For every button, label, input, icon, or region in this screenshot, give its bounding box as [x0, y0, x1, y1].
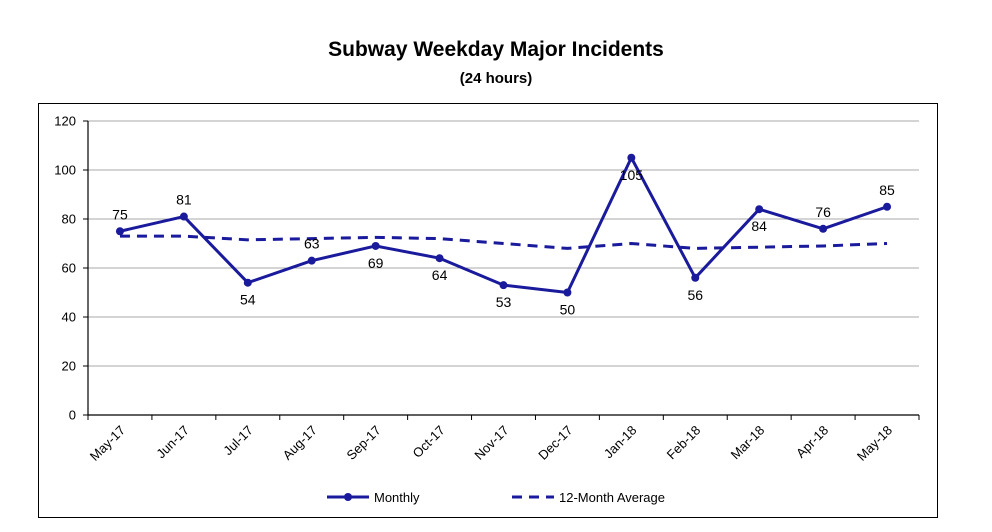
y-tick-label: 40: [62, 310, 76, 325]
data-label: 69: [368, 255, 384, 271]
data-point-monthly: [307, 256, 316, 265]
x-tick-label: Sep-17: [344, 423, 384, 463]
data-point-monthly: [883, 202, 892, 211]
data-label: 85: [879, 182, 895, 198]
data-point-monthly: [819, 224, 828, 233]
x-tick-label: Jan-18: [601, 423, 640, 462]
data-point-monthly: [755, 205, 764, 214]
chart-subtitle: (24 hours): [459, 70, 533, 87]
y-tick-label: 100: [54, 163, 76, 178]
y-tick-label: 80: [62, 212, 76, 227]
data-point-monthly: [499, 281, 508, 290]
x-tick-label: Apr-18: [793, 423, 831, 461]
data-point-monthly: [179, 212, 188, 221]
data-point-monthly: [115, 227, 124, 236]
x-tick-label: Mar-18: [728, 423, 768, 463]
data-point-monthly: [243, 278, 252, 287]
legend-marker-monthly: [344, 493, 352, 501]
x-tick-label: Jul-17: [220, 423, 256, 459]
legend-label-12-month-average: 12-Month Average: [559, 490, 665, 505]
data-label: 84: [751, 218, 767, 234]
x-tick-label: May-17: [87, 423, 128, 464]
data-point-monthly: [563, 288, 572, 297]
data-point-monthly: [435, 254, 444, 263]
data-label: 63: [304, 236, 320, 252]
x-tick-label: May-18: [854, 423, 895, 464]
x-tick-label: Aug-17: [280, 423, 320, 463]
data-label: 81: [176, 192, 192, 208]
data-label: 75: [112, 206, 128, 222]
x-tick-label: Dec-17: [535, 423, 575, 463]
data-label: 64: [432, 267, 448, 283]
data-point-monthly: [627, 153, 636, 162]
y-tick-label: 60: [62, 261, 76, 276]
legend-label-monthly: Monthly: [374, 490, 420, 505]
data-label: 105: [620, 167, 644, 183]
y-tick-label: 20: [62, 359, 76, 374]
chart-frame: [38, 103, 938, 518]
series-line-monthly: [119, 156, 888, 294]
x-tick-label: Oct-17: [410, 423, 448, 461]
data-label: 50: [560, 302, 576, 318]
x-tick-label: Feb-18: [664, 423, 704, 463]
data-point-monthly: [371, 241, 380, 250]
data-label: 76: [815, 204, 831, 220]
y-tick-label: 120: [54, 114, 76, 129]
data-point-monthly: [691, 273, 700, 282]
x-tick-label: Jun-17: [153, 423, 192, 462]
chart-title: Subway Weekday Major Incidents: [328, 38, 664, 61]
data-label: 56: [687, 287, 703, 303]
x-tick-label: Nov-17: [471, 423, 511, 463]
data-label: 54: [240, 292, 256, 308]
data-label: 53: [496, 294, 512, 310]
y-tick-label: 0: [69, 408, 76, 423]
series-line-12-month-average: [119, 234, 888, 250]
